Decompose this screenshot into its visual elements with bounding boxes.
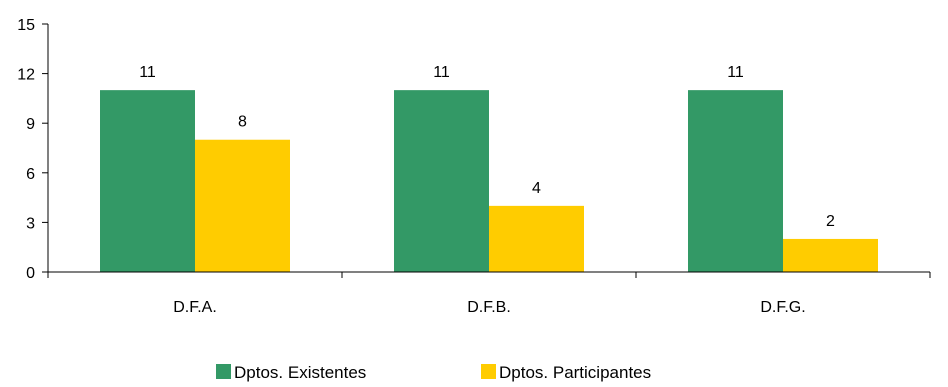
x-tick-label: D.F.B. <box>467 299 511 316</box>
y-tick-label: 0 <box>26 265 35 282</box>
data-label: 11 <box>433 64 450 81</box>
bar-existentes <box>100 90 195 272</box>
legend-label: Dptos. Participantes <box>499 363 651 382</box>
y-tick-label: 6 <box>26 166 35 183</box>
y-tick-label: 3 <box>26 215 35 232</box>
x-tick-label: D.F.A. <box>173 299 217 316</box>
value-labels-group: 11 8 11 4 11 2 <box>139 64 835 230</box>
legend-label: Dptos. Existentes <box>234 363 366 382</box>
bars-group <box>100 90 878 272</box>
x-tick-label: D.F.G. <box>760 299 805 316</box>
bar-participantes <box>783 238 878 272</box>
x-axis: D.F.A. D.F.B. D.F.G. <box>47 271 931 316</box>
y-tick-label: 9 <box>26 116 35 133</box>
bar-participantes <box>489 205 584 272</box>
legend-swatch <box>216 364 231 379</box>
bar-existentes <box>688 90 783 272</box>
legend: Dptos. Existentes Dptos. Participantes <box>216 363 651 382</box>
bar-participantes <box>195 139 290 272</box>
y-axis: 0 3 6 9 12 15 <box>17 17 49 282</box>
y-tick-label: 15 <box>17 17 35 34</box>
bar-existentes <box>394 90 489 272</box>
data-label: 11 <box>727 64 744 81</box>
y-tick-label: 12 <box>17 67 35 84</box>
data-label: 4 <box>532 180 541 197</box>
data-label: 11 <box>139 64 156 81</box>
data-label: 8 <box>238 114 247 131</box>
data-label: 2 <box>826 213 835 230</box>
legend-swatch <box>481 364 496 379</box>
